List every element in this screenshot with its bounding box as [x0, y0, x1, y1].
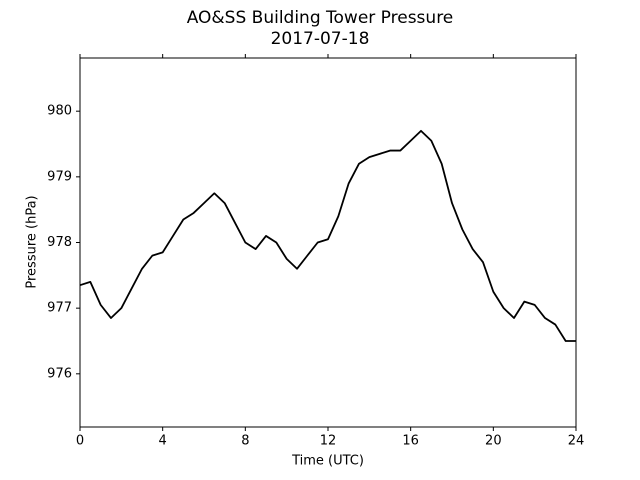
y-axis-label: Pressure (hPa) — [25, 195, 40, 288]
y-tick-label: 977 — [47, 301, 72, 316]
chart-subtitle: 2017-07-18 — [271, 29, 370, 49]
x-tick-label: 4 — [159, 434, 167, 449]
y-tick-label: 980 — [47, 104, 72, 119]
x-tick-label: 12 — [320, 434, 337, 449]
x-tick-label: 16 — [402, 434, 419, 449]
y-tick-label: 976 — [47, 366, 72, 381]
x-axis-label: Time (UTC) — [291, 454, 364, 469]
chart-title: AO&SS Building Tower Pressure — [187, 8, 454, 28]
x-tick-label: 8 — [241, 434, 249, 449]
y-tick-label: 979 — [47, 169, 72, 184]
x-tick-label: 20 — [485, 434, 502, 449]
x-tick-label: 0 — [76, 434, 84, 449]
plot-frame — [79, 57, 577, 428]
x-tick-label: 24 — [568, 434, 585, 449]
data-line — [79, 129, 576, 342]
y-tick-label: 978 — [47, 235, 72, 250]
